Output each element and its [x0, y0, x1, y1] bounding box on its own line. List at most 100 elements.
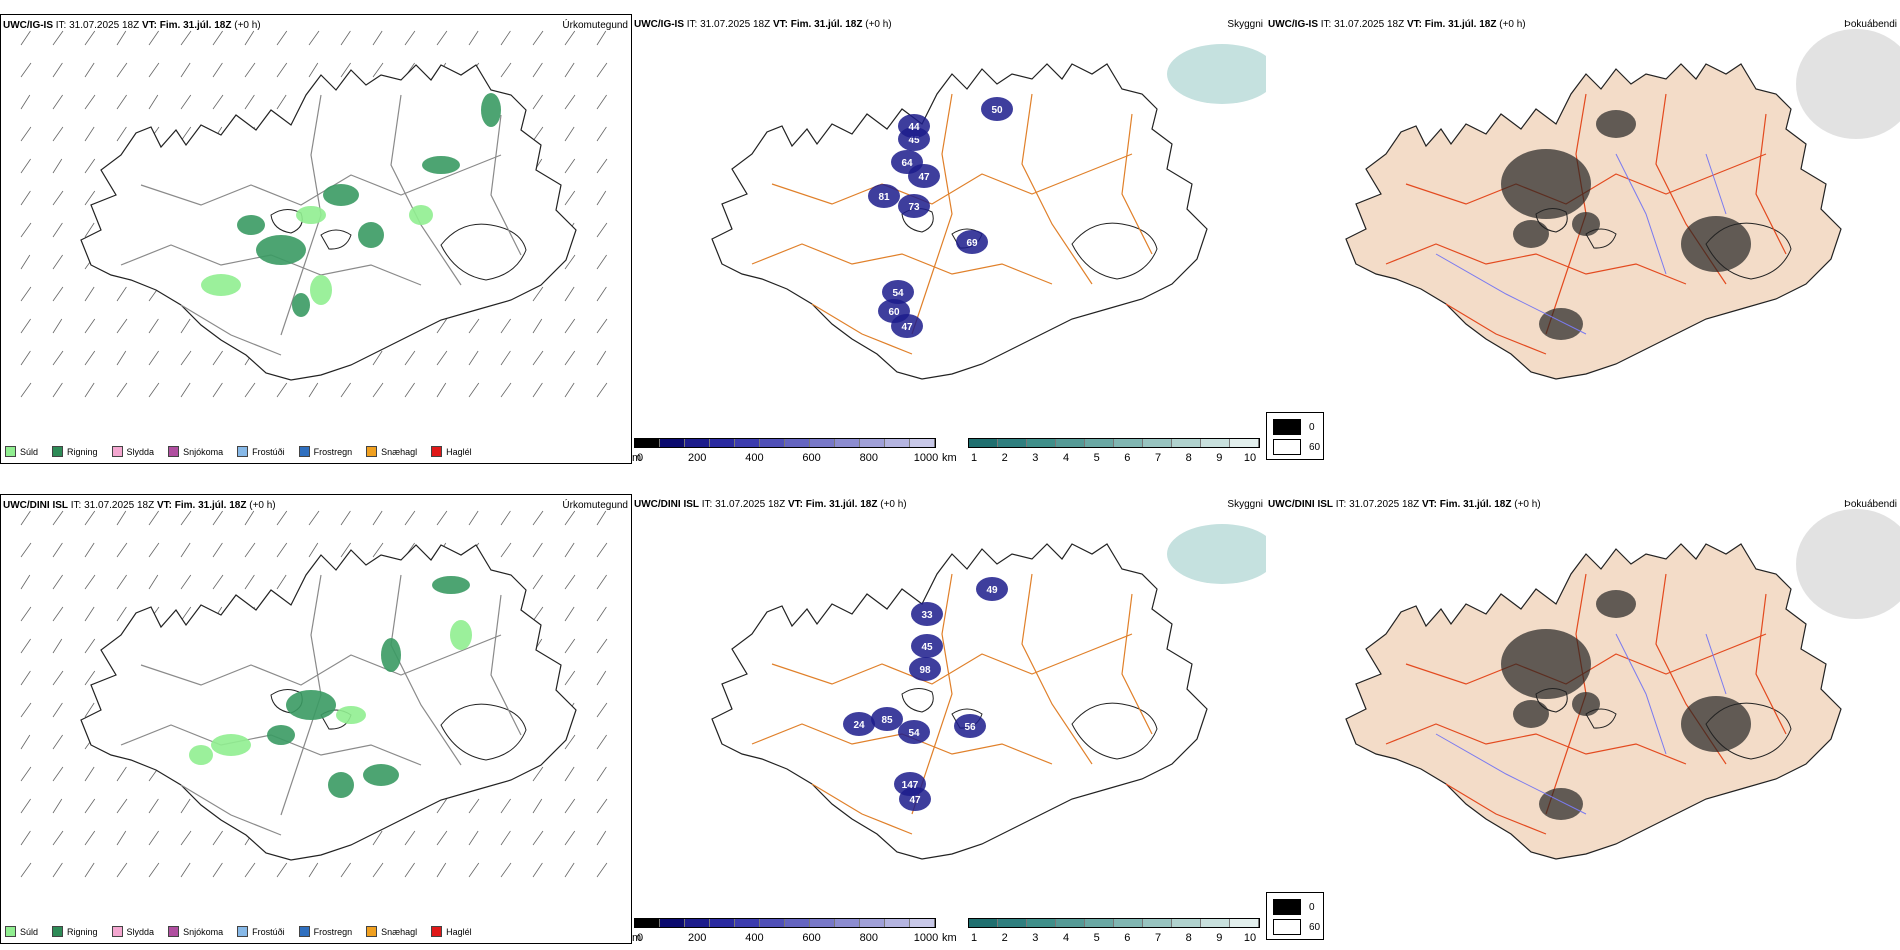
wind-barb	[308, 62, 319, 78]
ceiling-value-label: 85	[881, 715, 893, 726]
wind-barb	[52, 766, 64, 782]
wind-barb	[596, 638, 608, 654]
legend-swatch	[366, 446, 378, 457]
wind-barb	[52, 382, 63, 398]
wind-barb	[596, 222, 608, 238]
colorbar-tick: 400	[745, 932, 764, 944]
colorbar-segment	[1230, 439, 1259, 447]
wind-barb	[20, 126, 32, 142]
fog-legend-swatch	[1273, 899, 1301, 915]
wind-barb	[52, 638, 63, 654]
colorbar-segment	[660, 919, 685, 927]
colorbar-tick: 2	[1001, 452, 1008, 464]
road-line	[1445, 303, 1547, 355]
colorbar-tick: 9	[1216, 932, 1223, 944]
ceiling-value-label: 147	[902, 780, 919, 791]
low-ceiling-area	[882, 280, 914, 304]
wind-barb	[116, 286, 127, 302]
legend-item: Haglél	[431, 446, 472, 457]
river-line	[1615, 153, 1667, 275]
wind-barb	[596, 126, 607, 142]
fog-panel-bottom: UWC/DINI ISL IT: 31.07.2025 18Z VT: Fim.…	[1266, 494, 1900, 944]
colorbar-segment	[910, 919, 935, 927]
precip-area	[450, 620, 472, 650]
road-line	[1445, 783, 1547, 835]
fog-panel-top: UWC/IG-IS IT: 31.07.2025 18Z VT: Fim. 31…	[1266, 14, 1900, 464]
colorbar-segment	[1085, 439, 1114, 447]
colorbar-segment	[1114, 919, 1143, 927]
colorbar-segment	[835, 919, 860, 927]
glacier-outline	[440, 703, 527, 761]
wind-barb	[148, 574, 159, 590]
wind-barb	[276, 382, 288, 398]
legend-swatch	[168, 446, 180, 457]
precip-area	[336, 706, 366, 724]
wind-barb	[596, 350, 607, 366]
ceiling-value-label: 54	[892, 288, 904, 299]
wind-barb	[84, 510, 96, 526]
precip-area	[328, 772, 354, 798]
river-line	[1435, 253, 1587, 335]
legend-swatch	[431, 926, 443, 937]
wind-barb	[148, 318, 159, 334]
road-line	[1385, 243, 1687, 285]
fog-area	[1596, 590, 1636, 618]
low-ceiling-area	[909, 657, 941, 681]
wind-barb	[212, 62, 223, 78]
wind-barb	[468, 862, 480, 878]
iceland-precip-map	[20, 510, 608, 878]
legend-swatch	[111, 926, 123, 937]
road-line	[1755, 113, 1787, 255]
wind-barb	[564, 318, 576, 334]
colorbar-segment	[998, 439, 1027, 447]
wind-barb	[20, 94, 31, 110]
visibility-colorbar: km 1 2 3 4 5 6 7 8 9 10	[942, 438, 1266, 464]
wind-barb	[84, 830, 96, 846]
wind-barb	[52, 94, 63, 110]
wind-barb	[52, 62, 63, 78]
legend-label: Rigning	[67, 926, 98, 937]
iceland-fog-map	[1345, 509, 1900, 860]
ceiling-value-label: 56	[964, 722, 976, 733]
precip-area	[267, 725, 295, 745]
wind-barb	[596, 606, 607, 622]
wind-barb	[180, 574, 192, 590]
wind-barb	[20, 830, 31, 846]
colorbar-tick: 400	[745, 452, 764, 464]
wind-barb	[404, 30, 416, 46]
precip-area	[237, 215, 265, 235]
wind-barb	[532, 798, 543, 814]
panel-title: Skyggni	[1227, 499, 1263, 510]
legend-label: Frostúði	[252, 926, 285, 937]
panel-header: UWC/DINI ISL IT: 31.07.2025 18Z VT: Fim.…	[3, 500, 276, 511]
low-ceiling-area	[954, 714, 986, 738]
wind-barb	[52, 606, 64, 622]
precip-type-panel-bottom: UWC/DINI ISL IT: 31.07.2025 18Z VT: Fim.…	[0, 494, 632, 944]
wind-barb	[244, 862, 256, 878]
wind-barb	[84, 862, 95, 878]
wind-barb	[116, 382, 128, 398]
wind-barb	[84, 222, 95, 238]
fog-legend-item: 60	[1273, 919, 1320, 935]
road-line	[1405, 633, 1767, 685]
wind-barb	[564, 606, 575, 622]
wind-barb	[308, 510, 320, 526]
legend-swatch	[298, 446, 310, 457]
colorbar-segment	[660, 439, 685, 447]
colorbar-tick: 6	[1124, 932, 1131, 944]
ceiling-colorbar: m 0 200 400 600 800 1000	[632, 438, 942, 464]
wind-barb	[116, 350, 127, 366]
glacier-outline	[1071, 222, 1158, 280]
wind-barb	[596, 798, 608, 814]
wind-barb	[404, 382, 415, 398]
wind-barb	[212, 574, 224, 590]
ceiling-value-label: 33	[921, 610, 933, 621]
wind-barb	[596, 158, 608, 174]
wind-barb	[20, 542, 32, 558]
panel-header: UWC/DINI ISL IT: 31.07.2025 18Z VT: Fim.…	[634, 499, 907, 510]
wind-barb	[340, 62, 351, 78]
wind-barb	[116, 126, 127, 142]
wind-barb	[276, 574, 287, 590]
wind-barb	[212, 350, 223, 366]
wind-barb	[340, 862, 351, 878]
